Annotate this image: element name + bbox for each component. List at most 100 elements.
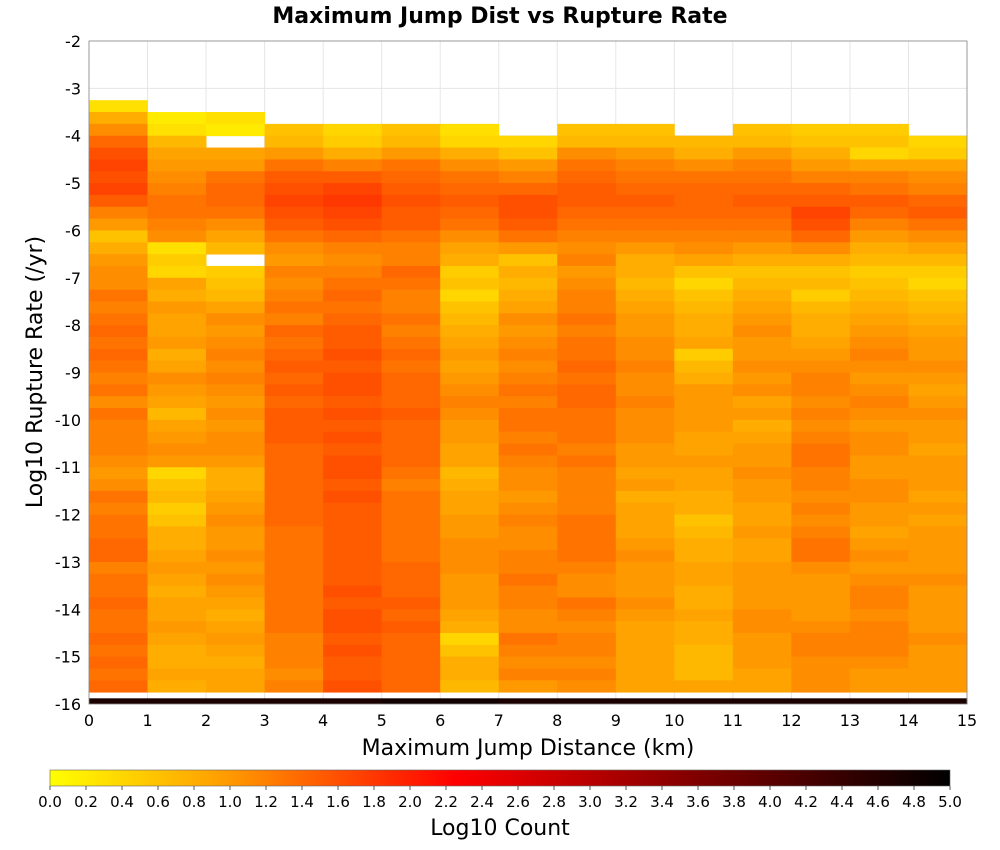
heatmap-cell	[323, 644, 383, 658]
heatmap-cell	[440, 609, 500, 622]
heatmap-cell	[791, 585, 851, 598]
heatmap-cell	[264, 230, 324, 243]
heatmap-cell	[323, 680, 383, 693]
heatmap-cell	[381, 135, 441, 148]
heatmap-cell	[557, 550, 617, 563]
heatmap-cell	[791, 301, 851, 314]
heatmap-cell	[615, 171, 675, 184]
heatmap-cell	[264, 218, 324, 231]
heatmap-cell	[147, 561, 207, 575]
heatmap-cell	[381, 431, 441, 444]
heatmap-cell	[498, 372, 558, 385]
heatmap-cell	[147, 147, 207, 160]
heatmap-cell	[849, 206, 909, 219]
heatmap-cell	[615, 301, 675, 314]
heatmap-cell-bottom	[908, 698, 968, 704]
colorbar-tick-label: 2.6	[506, 793, 530, 811]
heatmap-cell	[264, 408, 324, 421]
heatmap-cell	[615, 597, 675, 610]
heatmap-cell	[323, 621, 383, 634]
heatmap-cell	[89, 194, 148, 208]
heatmap-cell	[147, 242, 207, 255]
y-tick-label: -14	[55, 600, 81, 619]
heatmap-cell	[206, 514, 265, 527]
heatmap-cell	[323, 467, 383, 480]
heatmap-cell	[440, 585, 500, 598]
heatmap-cell	[89, 289, 148, 302]
heatmap-cell	[791, 242, 851, 255]
heatmap-cell	[557, 372, 617, 385]
heatmap-cell	[498, 514, 558, 527]
heatmap-cell	[206, 348, 265, 362]
heatmap-cell	[849, 656, 909, 669]
colorbar-tick-label: 2.8	[542, 793, 566, 811]
heatmap-cell	[791, 313, 851, 326]
heatmap-cell	[908, 289, 968, 302]
heatmap-cell	[381, 467, 441, 480]
heatmap-cell	[849, 479, 909, 492]
heatmap-cell	[791, 514, 851, 527]
heatmap-cell	[264, 135, 324, 148]
heatmap-cell	[908, 632, 968, 646]
heatmap-cell	[615, 680, 675, 693]
heatmap-cell	[615, 313, 675, 326]
heatmap-cell	[791, 194, 851, 208]
heatmap-cell	[323, 585, 383, 598]
heatmap-cell	[206, 313, 265, 326]
heatmap-cell	[615, 384, 675, 397]
heatmap-cell	[147, 408, 207, 421]
heatmap-cell	[674, 656, 734, 669]
heatmap-cell	[89, 396, 148, 409]
heatmap-cell	[908, 313, 968, 326]
heatmap-cell	[381, 419, 441, 433]
heatmap-cell	[206, 467, 265, 480]
heatmap-cell	[674, 348, 734, 362]
heatmap-cell	[849, 443, 909, 456]
heatmap-cell	[732, 490, 792, 504]
heatmap-cells	[89, 100, 968, 704]
y-tick-label: -16	[55, 695, 81, 714]
heatmap-cell	[791, 277, 851, 291]
colorbar-tick-label: 1.4	[290, 793, 314, 811]
heatmap-cell	[323, 183, 383, 196]
heatmap-cell-bottom	[381, 698, 441, 704]
heatmap-cell	[147, 526, 207, 539]
heatmap-cell	[89, 538, 148, 551]
heatmap-cell	[264, 419, 324, 433]
heatmap-cell	[440, 644, 500, 658]
heatmap-cell	[674, 561, 734, 575]
heatmap-cell	[615, 644, 675, 658]
heatmap-cell	[732, 123, 792, 137]
heatmap-cell	[674, 301, 734, 314]
heatmap-cell	[908, 514, 968, 527]
heatmap-cell	[674, 265, 734, 279]
heatmap-cell	[440, 632, 500, 646]
heatmap-cell	[206, 550, 265, 563]
heatmap-cell	[557, 680, 617, 693]
colorbar-tick-label: 4.8	[902, 793, 926, 811]
heatmap-cell	[498, 277, 558, 291]
heatmap-cell	[732, 372, 792, 385]
heatmap-cell	[381, 384, 441, 397]
heatmap-cell	[557, 656, 617, 669]
heatmap-cell	[615, 277, 675, 291]
heatmap-cell	[557, 419, 617, 433]
heatmap-cell	[323, 206, 383, 219]
heatmap-cell	[791, 656, 851, 669]
heatmap-cell	[908, 526, 968, 539]
heatmap-cell	[732, 348, 792, 362]
heatmap-cell	[89, 254, 148, 267]
heatmap-cell	[323, 573, 383, 587]
heatmap-cell	[264, 621, 324, 634]
heatmap-cell	[264, 455, 324, 468]
heatmap-cell	[440, 265, 500, 279]
heatmap-cell	[674, 147, 734, 160]
heatmap-cell	[849, 455, 909, 468]
heatmap-cell	[147, 123, 207, 137]
heatmap-cell	[849, 313, 909, 326]
heatmap-cell	[674, 254, 734, 267]
heatmap-cell	[498, 538, 558, 551]
heatmap-cell	[615, 668, 675, 681]
heatmap-cell	[498, 668, 558, 681]
heatmap-cell	[89, 171, 148, 184]
